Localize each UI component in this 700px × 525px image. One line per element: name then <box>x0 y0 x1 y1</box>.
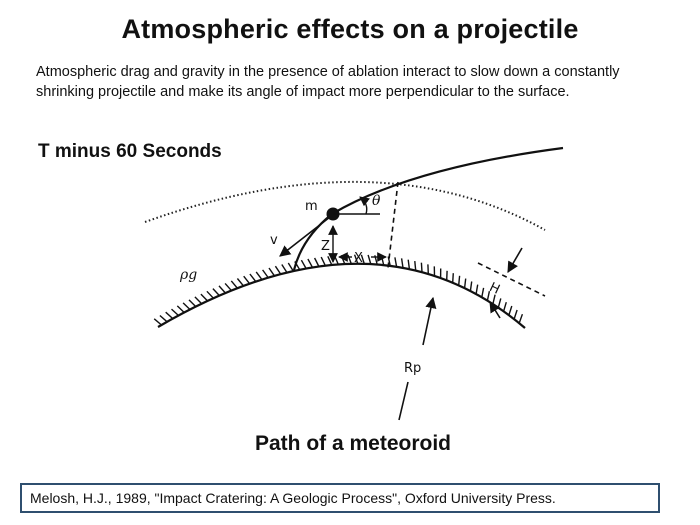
diagram-caption: Path of a meteoroid <box>254 432 452 455</box>
hatch-mark <box>249 273 257 283</box>
hatch-mark <box>502 302 507 312</box>
density-label: ρg <box>179 267 197 283</box>
scale-height-arrow-bottom <box>489 301 501 319</box>
hatch-mark <box>188 299 197 308</box>
hatch-mark <box>333 255 339 265</box>
velocity-arrow <box>279 216 331 257</box>
radius-arrow <box>422 296 437 346</box>
distance-label: X <box>354 251 363 266</box>
planet-surface <box>157 262 526 329</box>
hatch-mark <box>394 257 398 267</box>
hatch-mark <box>200 293 209 302</box>
hatch-mark <box>224 282 232 292</box>
vertical-dashed-line <box>387 181 399 269</box>
hatch-mark <box>452 273 454 283</box>
hatch-mark <box>255 271 263 281</box>
velocity-label: v <box>270 233 278 248</box>
radius-label: Rp <box>404 361 421 376</box>
hatch-mark <box>300 259 307 269</box>
hatch-mark <box>360 254 365 265</box>
hatch-mark <box>463 278 467 289</box>
hatch-mark <box>236 278 245 287</box>
hatch-mark <box>407 259 411 270</box>
citation-box: Melosh, H.J., 1989, "Impact Cratering: A… <box>20 483 660 513</box>
radius-line-lower <box>398 381 409 421</box>
hatch-mark <box>414 261 417 271</box>
hatch-mark <box>353 254 359 264</box>
hatch-mark <box>171 308 179 317</box>
slide-title: Atmospheric effects on a projectile <box>121 14 579 44</box>
hatch-mark <box>327 256 333 266</box>
hatch-mark <box>262 269 269 279</box>
hatch-mark <box>347 254 352 265</box>
hatch-mark <box>165 311 174 320</box>
hatch-mark <box>218 285 226 294</box>
intro-text: Atmospheric drag and gravity in the pres… <box>36 64 620 100</box>
hatch-mark <box>475 284 479 295</box>
hatch-mark <box>458 275 461 286</box>
timer-label: T minus 60 Seconds <box>38 141 222 162</box>
atmosphere-boundary <box>144 180 546 231</box>
hatch-mark <box>320 256 326 266</box>
height-label: Z <box>321 239 330 254</box>
hatch-mark <box>182 302 191 311</box>
hatch-mark <box>243 275 251 285</box>
trajectory-path <box>292 146 564 271</box>
hatch-mark <box>176 305 185 314</box>
citation-text: Melosh, H.J., 1989, "Impact Cratering: A… <box>30 490 556 506</box>
hatch-mark <box>212 288 220 297</box>
hatch-mark <box>268 267 275 277</box>
hatch-mark <box>518 313 524 324</box>
hatch-mark <box>274 265 282 275</box>
hatch-mark <box>497 298 502 308</box>
hatch-mark <box>367 254 372 265</box>
scale-height-arrow-top <box>507 247 523 273</box>
hatch-mark <box>153 318 162 326</box>
angle-arc <box>359 196 370 215</box>
mass-label: m <box>305 199 318 214</box>
hatch-mark <box>513 309 518 320</box>
hatch-mark <box>486 291 491 301</box>
hatch-mark <box>469 281 473 292</box>
hatch-mark <box>230 280 238 289</box>
hatch-mark <box>481 287 485 298</box>
hatch-mark <box>206 290 214 299</box>
hatch-mark <box>194 296 203 305</box>
hatch-mark <box>287 262 294 272</box>
scale-height-dashed <box>477 262 546 297</box>
hatch-mark <box>159 314 168 323</box>
angle-label: θ <box>372 193 381 209</box>
hatch-mark <box>313 257 320 267</box>
hatch-mark <box>420 262 423 273</box>
hatch-mark <box>400 258 404 268</box>
hatch-mark <box>508 305 513 316</box>
hatch-mark <box>307 258 314 268</box>
hatch-mark <box>281 264 288 273</box>
